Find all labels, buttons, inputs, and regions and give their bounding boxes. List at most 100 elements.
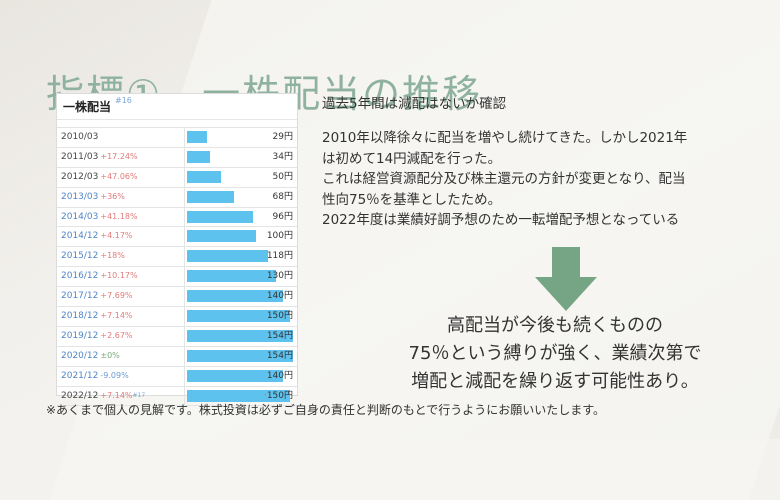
period-label: 2016/12 xyxy=(61,271,99,282)
period-cell: 2011/03 +17.24% xyxy=(57,147,185,167)
dividend-bar xyxy=(187,190,234,203)
dividend-bar xyxy=(187,389,291,402)
subtitle: 過去5年間は減配はないか確認 xyxy=(322,96,507,112)
dividend-bar xyxy=(187,329,293,342)
period-label: 2013/03 xyxy=(61,191,99,202)
period-cell: 2017/12 +7.69% xyxy=(57,287,185,307)
table-footnote-ref: #16 xyxy=(115,96,132,105)
dividend-bar xyxy=(187,349,293,362)
dividend-value: 150円 xyxy=(267,307,293,325)
period-cell: 2014/12 +4.17% xyxy=(57,227,185,247)
table-row: 2020/12 ±0% 154円 xyxy=(57,345,297,366)
dividend-value-text: 100円 xyxy=(266,231,293,242)
dividend-bar xyxy=(187,369,284,382)
dividend-value-text: 68円 xyxy=(272,191,293,202)
dividend-value: 29円 xyxy=(273,128,293,146)
period-label: 2018/12 xyxy=(61,311,99,322)
dividend-bar xyxy=(187,150,211,163)
period-cell: 2020/12 ±0% xyxy=(57,346,185,366)
body-line: 性向75％を基準としたため。 xyxy=(322,191,502,208)
dividend-bar xyxy=(187,270,277,283)
period-label: 2020/12 xyxy=(61,350,99,361)
dividend-bar xyxy=(187,210,254,223)
dividend-value-text: 50円 xyxy=(272,171,293,182)
table-row: 2018/12 +7.14% 150円 xyxy=(57,306,297,326)
period-cell: 2019/12 +2.67% xyxy=(57,326,185,346)
dividend-value-text: 130円 xyxy=(266,271,293,282)
growth-rate: +17.24% xyxy=(100,151,138,161)
dividend-value-text: 140円 xyxy=(266,291,293,302)
dividend-value: 100円 xyxy=(267,227,293,245)
growth-rate: +47.06% xyxy=(100,171,138,181)
dividend-value-text: 150円 xyxy=(266,311,293,322)
period-cell: 2022/12 +7.14%#17 xyxy=(57,386,185,406)
table-row: 2011/03 +17.24% 34円 xyxy=(57,146,297,167)
table-header: 一株配当 #16 xyxy=(57,94,297,120)
body-line: 2010年以降徐々に配当を増やし続けてきた。しかし2021年 xyxy=(322,130,688,146)
growth-rate: +36% xyxy=(100,191,125,201)
growth-rate: +18% xyxy=(100,251,125,261)
dividend-value-text: 154円 xyxy=(266,350,293,361)
dividend-value: 50円 xyxy=(273,168,293,186)
period-label: 2017/12 xyxy=(61,291,99,302)
dividend-value-text: 96円 xyxy=(272,211,293,222)
dividend-value: 34円 xyxy=(273,148,293,166)
dividend-value: 96円 xyxy=(273,208,293,226)
growth-rate: +41.18% xyxy=(100,211,138,221)
period-label: 2011/03 xyxy=(61,151,99,162)
dividend-value-text: 154円 xyxy=(266,330,293,341)
period-cell: 2021/12 -9.09% xyxy=(57,366,185,386)
table-row: 2014/03 +41.18% 96円 xyxy=(57,206,297,227)
body-line: 2022年度は業績好調予想のため一転増配予想となっている xyxy=(322,212,680,228)
body-text: 2010年以降徐々に配当を増やし続けてきた。しかし2021年 は初めて14円減配… xyxy=(322,128,772,231)
period-label: 2022/12 xyxy=(61,390,99,401)
period-cell: 2013/03 +36% xyxy=(57,187,185,207)
growth-rate: +10.17% xyxy=(100,271,138,281)
dividend-value: 140円 xyxy=(267,367,293,385)
conclusion-line: 75％という縛りが強く、業績次第で xyxy=(408,343,702,364)
period-cell: 2010/03 xyxy=(57,128,185,147)
dividend-value-text: 140円 xyxy=(266,370,293,381)
period-cell: 2012/03 +47.06% xyxy=(57,167,185,187)
dividend-value: 130円 xyxy=(267,267,293,285)
table-row: 2010/03 29円 xyxy=(57,127,297,147)
period-label: 2021/12 xyxy=(61,370,99,381)
growth-rate: +4.17% xyxy=(100,231,133,241)
dividend-rows: 2010/03 29円 2011/03 +17.24% 34円 2012/03 +47.06… xyxy=(57,127,297,407)
period-label: 2014/12 xyxy=(61,231,99,242)
period-label: 2019/12 xyxy=(61,330,99,341)
period-cell: 2014/03 +41.18% xyxy=(57,207,185,227)
conclusion-line: 高配当が今後も続くものの xyxy=(447,315,663,336)
disclaimer: ※あくまで個人の見解です。株式投資は必ずご自身の責任と判断のもとで行うようにお願… xyxy=(46,403,606,417)
conclusion: 高配当が今後も続くものの 75％という縛りが強く、業績次第で 増配と減配を繰り返… xyxy=(330,312,780,396)
growth-rate: +7.69% xyxy=(100,291,133,301)
period-cell: 2015/12 +18% xyxy=(57,247,185,267)
table-title: 一株配当 xyxy=(63,100,112,114)
table-row: 2015/12 +18% 118円 xyxy=(57,246,297,267)
dividend-bar xyxy=(187,310,291,323)
dividend-value: 68円 xyxy=(273,188,293,206)
period-cell: 2018/12 +7.14% xyxy=(57,307,185,326)
growth-rate: +2.67% xyxy=(100,330,133,340)
table-row: 2016/12 +10.17% 130円 xyxy=(57,266,297,287)
table-row: 2017/12 +7.69% 140円 xyxy=(57,286,297,307)
period-label: 2012/03 xyxy=(61,171,99,182)
down-arrow-icon xyxy=(535,247,597,311)
dividend-table-panel: 一株配当 #16 2010/03 29円 2011/03 +17.24% 34円 2012… xyxy=(56,93,298,407)
dividend-value: 154円 xyxy=(267,347,293,365)
period-cell: 2016/12 +10.17% xyxy=(57,267,185,287)
table-row: 2022/12 +7.14%#17 *150円 xyxy=(57,385,297,407)
period-label: 2014/03 xyxy=(61,211,99,222)
dividend-bar xyxy=(187,170,222,183)
conclusion-line: 増配と減配を繰り返す可能性あり。 xyxy=(411,371,699,392)
table-row: 2012/03 +47.06% 50円 xyxy=(57,166,297,187)
dividend-bar xyxy=(187,230,256,243)
table-row: 2021/12 -9.09% 140円 xyxy=(57,365,297,386)
growth-rate: -9.09% xyxy=(100,370,129,380)
dividend-value: 140円 xyxy=(267,287,293,305)
growth-rate: +7.14% xyxy=(100,311,133,321)
dividend-value-text: 118円 xyxy=(266,251,293,262)
table-row: 2013/03 +36% 68円 xyxy=(57,186,297,207)
row-footnote-ref: #17 xyxy=(132,391,146,399)
growth-rate: ±0% xyxy=(100,350,120,360)
